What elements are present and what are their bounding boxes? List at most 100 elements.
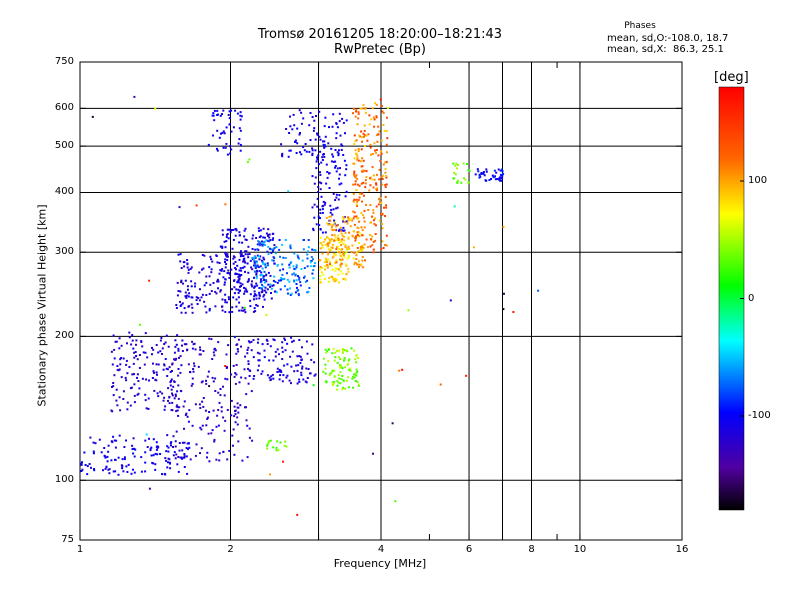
data-point xyxy=(331,225,334,228)
data-point xyxy=(333,252,336,255)
data-point xyxy=(233,453,236,456)
data-point xyxy=(369,204,372,207)
data-point xyxy=(323,144,326,147)
data-point xyxy=(361,229,364,232)
data-point xyxy=(299,355,302,358)
data-point xyxy=(332,229,334,232)
data-point xyxy=(251,439,254,442)
data-point xyxy=(240,250,242,253)
data-point xyxy=(191,306,194,309)
data-point xyxy=(281,155,284,158)
data-point xyxy=(303,276,305,279)
data-point xyxy=(335,196,338,199)
data-point xyxy=(359,249,361,252)
data-point xyxy=(344,132,346,135)
data-point xyxy=(358,242,360,244)
data-point xyxy=(355,189,358,191)
data-point xyxy=(263,244,266,246)
data-point xyxy=(357,217,360,219)
data-point xyxy=(369,245,372,248)
data-point xyxy=(306,253,309,256)
data-point xyxy=(360,160,362,163)
data-point xyxy=(240,115,243,118)
data-point xyxy=(384,171,387,174)
data-point xyxy=(328,172,330,175)
data-point xyxy=(272,259,275,262)
data-point xyxy=(256,284,259,287)
data-point xyxy=(332,155,335,158)
data-point xyxy=(253,264,255,267)
data-point xyxy=(262,305,264,308)
data-point xyxy=(144,451,147,454)
data-point xyxy=(244,261,247,264)
data-point xyxy=(186,472,189,475)
data-point xyxy=(455,167,458,170)
data-point xyxy=(272,338,275,341)
data-point xyxy=(343,349,345,352)
data-point xyxy=(502,225,505,228)
data-point xyxy=(355,139,358,142)
data-point xyxy=(338,177,340,180)
data-point xyxy=(342,154,345,156)
data-point xyxy=(345,190,348,193)
data-point xyxy=(360,263,363,266)
data-point xyxy=(140,340,143,343)
data-point xyxy=(144,351,147,354)
data-point xyxy=(356,263,359,266)
data-point xyxy=(130,472,133,475)
data-point xyxy=(375,149,378,151)
data-point xyxy=(216,149,219,152)
data-point xyxy=(300,374,303,377)
data-point xyxy=(164,358,167,360)
data-point xyxy=(332,277,335,280)
data-point xyxy=(301,367,304,370)
data-point xyxy=(354,380,357,382)
data-point xyxy=(173,358,176,361)
data-point xyxy=(327,348,330,351)
data-point xyxy=(333,280,336,283)
data-point xyxy=(238,269,241,272)
data-point xyxy=(279,369,282,372)
data-point xyxy=(172,454,175,457)
data-point xyxy=(171,370,173,372)
data-point xyxy=(211,376,214,379)
data-point xyxy=(260,291,263,294)
data-point xyxy=(318,259,321,261)
data-point xyxy=(185,343,188,346)
data-point xyxy=(381,240,384,243)
data-point xyxy=(333,221,336,224)
data-point xyxy=(263,258,266,261)
data-point xyxy=(190,303,193,306)
data-point xyxy=(333,375,336,378)
data-point xyxy=(273,247,276,250)
data-point xyxy=(334,253,337,256)
data-point xyxy=(360,165,363,168)
data-point xyxy=(210,268,213,271)
data-point xyxy=(360,182,363,185)
data-point xyxy=(224,203,227,206)
data-point xyxy=(102,469,104,472)
data-point xyxy=(136,358,139,361)
data-point xyxy=(387,106,390,109)
data-point xyxy=(361,107,364,110)
data-point xyxy=(344,387,347,390)
data-point xyxy=(311,272,314,275)
data-point xyxy=(361,256,364,258)
data-point xyxy=(356,205,358,207)
data-point xyxy=(269,345,272,348)
data-point xyxy=(288,379,291,382)
data-point xyxy=(238,231,241,234)
data-point xyxy=(278,279,280,282)
data-point xyxy=(363,194,365,197)
x-tick-label: 2 xyxy=(227,544,234,555)
data-point xyxy=(253,261,256,264)
data-point xyxy=(240,269,243,272)
data-point xyxy=(353,263,356,266)
data-point xyxy=(239,252,242,255)
data-point xyxy=(330,228,333,231)
data-point xyxy=(321,246,324,249)
data-point xyxy=(385,234,388,237)
data-point xyxy=(362,266,365,269)
data-point xyxy=(329,223,332,226)
data-point xyxy=(311,343,314,346)
